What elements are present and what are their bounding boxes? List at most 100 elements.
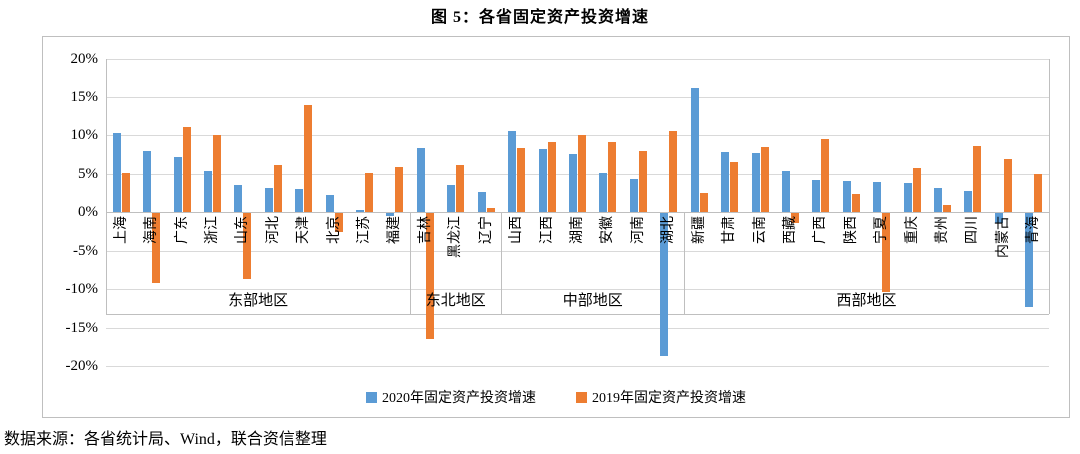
group-separator: [1049, 58, 1050, 314]
category-label-重庆: 重庆: [904, 216, 920, 245]
bar-2019年-黑龙江: [456, 164, 465, 213]
category-label-陕西: 陕西: [843, 216, 859, 245]
group-separator: [106, 58, 107, 314]
bar-2019年-山西: [517, 148, 526, 213]
category-label-福建: 福建: [387, 216, 403, 245]
bar-2019年-海南: [152, 213, 161, 284]
category-label-湖南: 湖南: [570, 216, 585, 245]
legend-item: 2019年固定资产投资增速: [576, 387, 746, 407]
gridline: [106, 327, 1049, 329]
group-separator: [683, 212, 685, 314]
bar-2020年-河南: [629, 179, 638, 213]
category-label-西藏: 西藏: [782, 216, 798, 245]
legend-label: 2020年固定资产投资增速: [382, 391, 536, 406]
bar-2019年-吉林: [425, 213, 434, 339]
category-label-河南: 河南: [630, 216, 646, 245]
gridline: [106, 173, 1049, 175]
bar-2019年-河北: [273, 164, 282, 213]
bar-2020年-海南: [143, 150, 152, 213]
y-tick-label: -15%: [65, 319, 99, 336]
bar-2019年-湖北: [669, 130, 678, 213]
bar-2020年-新疆: [690, 87, 699, 213]
category-label-江西: 江西: [539, 216, 555, 245]
bar-2020年-黑龙江: [447, 185, 456, 213]
category-label-山东: 山东: [235, 216, 251, 245]
bar-2019年-湖南: [578, 134, 586, 213]
y-tick-label: 10%: [70, 127, 99, 144]
y-tick-label: 5%: [78, 165, 98, 182]
bar-2020年-广西: [812, 179, 821, 213]
bar-2020年-贵州: [934, 188, 943, 213]
region-label-中部地区: 中部地区: [562, 293, 623, 310]
category-label-宁夏: 宁夏: [874, 216, 890, 245]
gridline: [106, 96, 1049, 98]
bar-2020年-天津: [295, 189, 304, 213]
region-label-东北地区: 东北地区: [425, 293, 486, 310]
category-label-辽宁: 辽宁: [478, 216, 494, 245]
category-label-河北: 河北: [265, 216, 281, 245]
bar-2020年-河北: [264, 187, 273, 213]
bar-2019年-西藏: [790, 213, 799, 224]
bar-2020年-吉林: [416, 148, 425, 213]
category-label-江苏: 江苏: [357, 216, 373, 245]
category-label-上海: 上海: [113, 216, 129, 245]
bar-2019年-天津: [304, 105, 313, 213]
legend: 2020年固定资产投资增速 2019年固定资产投资增速: [43, 387, 1069, 407]
bar-2020年-西藏: [781, 170, 790, 213]
category-label-甘肃: 甘肃: [722, 216, 738, 245]
chart-title: 图 5：各省固定资产投资增速: [430, 9, 649, 26]
gridline: [106, 289, 1049, 291]
bar-2020年-山东: [234, 184, 243, 213]
category-band-bottom-line: [106, 313, 1049, 315]
bar-2019年-陕西: [851, 193, 860, 213]
y-tick-label: 15%: [70, 88, 99, 105]
y-tick-label: 20%: [70, 50, 99, 67]
bar-2019年-安徽: [608, 141, 617, 213]
bar-2020年-湖南: [569, 153, 577, 213]
category-label-天津: 天津: [296, 216, 312, 245]
category-label-北京: 北京: [326, 216, 342, 245]
gridline: [106, 135, 1049, 137]
bar-2020年-湖北: [660, 213, 669, 357]
y-tick-label: -20%: [65, 358, 99, 374]
bar-2020年-陕西: [842, 180, 851, 213]
bar-2020年-重庆: [903, 183, 912, 213]
bar-2019年-河南: [638, 150, 647, 213]
category-label-广东: 广东: [174, 216, 190, 245]
y-tick-label: 0%: [78, 204, 98, 221]
bar-2020年-江西: [538, 149, 547, 213]
legend-item: 2020年固定资产投资增速: [366, 387, 536, 407]
bar-2019年-重庆: [912, 168, 921, 213]
legend-swatch-icon: [576, 391, 587, 403]
bar-2019年-四川: [973, 146, 982, 213]
gridline: [106, 250, 1049, 252]
y-tick-label: -10%: [65, 281, 99, 298]
bar-2020年-宁夏: [873, 182, 882, 213]
category-label-黑龙江: 黑龙江: [448, 216, 464, 259]
bar-2019年-江苏: [365, 173, 374, 213]
category-label-贵州: 贵州: [935, 216, 951, 245]
source-note: 数据来源：各省统计局、Wind，联合资信整理: [4, 431, 327, 448]
category-label-青海: 青海: [1026, 216, 1042, 245]
category-label-广西: 广西: [813, 216, 829, 245]
group-separator: [501, 212, 503, 314]
bar-2019年-福建: [395, 166, 404, 213]
legend-label: 2019年固定资产投资增速: [592, 391, 746, 406]
bar-2019年-甘肃: [730, 162, 739, 213]
group-separator: [410, 212, 412, 314]
bar-2019年-北京: [334, 213, 343, 233]
x-axis-line: [106, 212, 1049, 214]
category-label-海南: 海南: [144, 216, 160, 245]
bar-2019年-贵州: [943, 204, 952, 213]
bar-2019年-宁夏: [882, 213, 891, 293]
bar-2020年-四川: [964, 191, 973, 213]
y-tick-label: -5%: [73, 242, 98, 259]
bar-2020年-内蒙古: [994, 213, 1003, 224]
region-label-东部地区: 东部地区: [228, 293, 289, 310]
region-label-西部地区: 西部地区: [836, 293, 897, 310]
bar-2019年-新疆: [699, 193, 708, 213]
category-label-吉林: 吉林: [417, 216, 433, 245]
bar-2020年-浙江: [203, 170, 212, 213]
bar-2020年-江苏: [356, 209, 365, 213]
